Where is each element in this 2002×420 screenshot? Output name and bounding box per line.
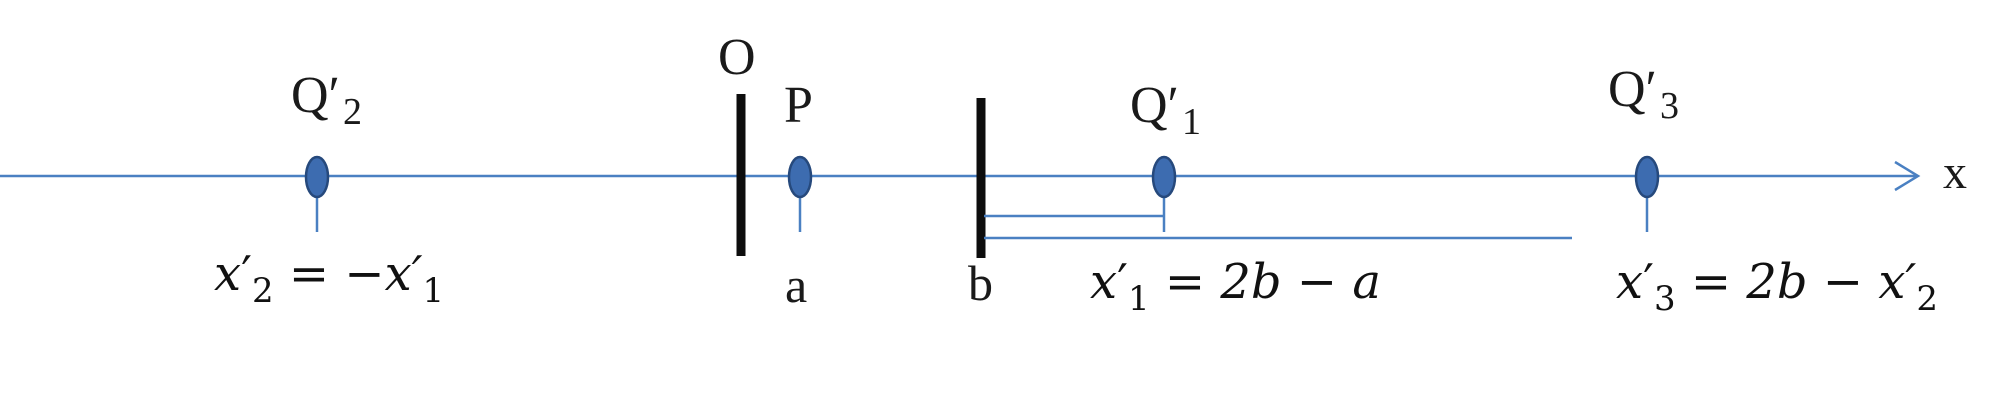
- point-q1-label-base: Q′: [1130, 77, 1179, 134]
- equation-q2-sub: 2: [252, 271, 274, 311]
- equation-q3-rhs: = 2b − x′: [1676, 254, 1917, 310]
- point-q3-label-base: Q′: [1608, 61, 1657, 118]
- point-q2: [304, 155, 330, 199]
- equation-q1: x′1 = 2b − a: [1090, 254, 1381, 319]
- equation-q2-rhs: = −x′: [274, 246, 423, 302]
- point-q1: [1151, 155, 1177, 199]
- equation-q2: x′2 = −x′1: [214, 246, 444, 311]
- point-p: [787, 155, 813, 199]
- point-q2-label: Q′2: [291, 67, 362, 133]
- x-axis-arrowhead: [1894, 160, 1921, 192]
- mirror-b-label: b: [968, 255, 993, 311]
- equation-q3-prime: ′: [1643, 254, 1654, 310]
- point-q1-label-sub: 1: [1182, 101, 1201, 143]
- point-p-coord-label: a: [785, 257, 807, 313]
- point-q2-label-sub: 2: [343, 91, 362, 133]
- equation-q3: x′3 = 2b − x′2: [1616, 254, 1938, 319]
- equation-q1-rhs: = 2b − a: [1150, 254, 1381, 310]
- point-q1-label: Q′1: [1130, 77, 1201, 143]
- x-axis-label: x: [1943, 146, 1967, 199]
- origin-label: O: [718, 29, 756, 86]
- point-q3-label-sub: 3: [1660, 85, 1679, 127]
- equation-q1-var: x: [1090, 254, 1117, 310]
- point-q3-label: Q′3: [1608, 61, 1679, 127]
- point-p-label: P: [784, 77, 813, 134]
- equation-q2-prime: ′: [241, 246, 252, 302]
- point-q2-label-base: Q′: [291, 67, 340, 124]
- equation-q3-rhs-sub: 2: [1916, 279, 1938, 319]
- equation-q1-sub: 1: [1128, 279, 1150, 319]
- equation-q3-sub: 3: [1654, 279, 1676, 319]
- point-q3: [1634, 155, 1660, 199]
- equation-q2-var: x: [214, 246, 241, 302]
- equation-q1-prime: ′: [1117, 254, 1128, 310]
- equation-q2-rhs-sub: 1: [423, 271, 445, 311]
- equation-q3-var: x: [1616, 254, 1643, 310]
